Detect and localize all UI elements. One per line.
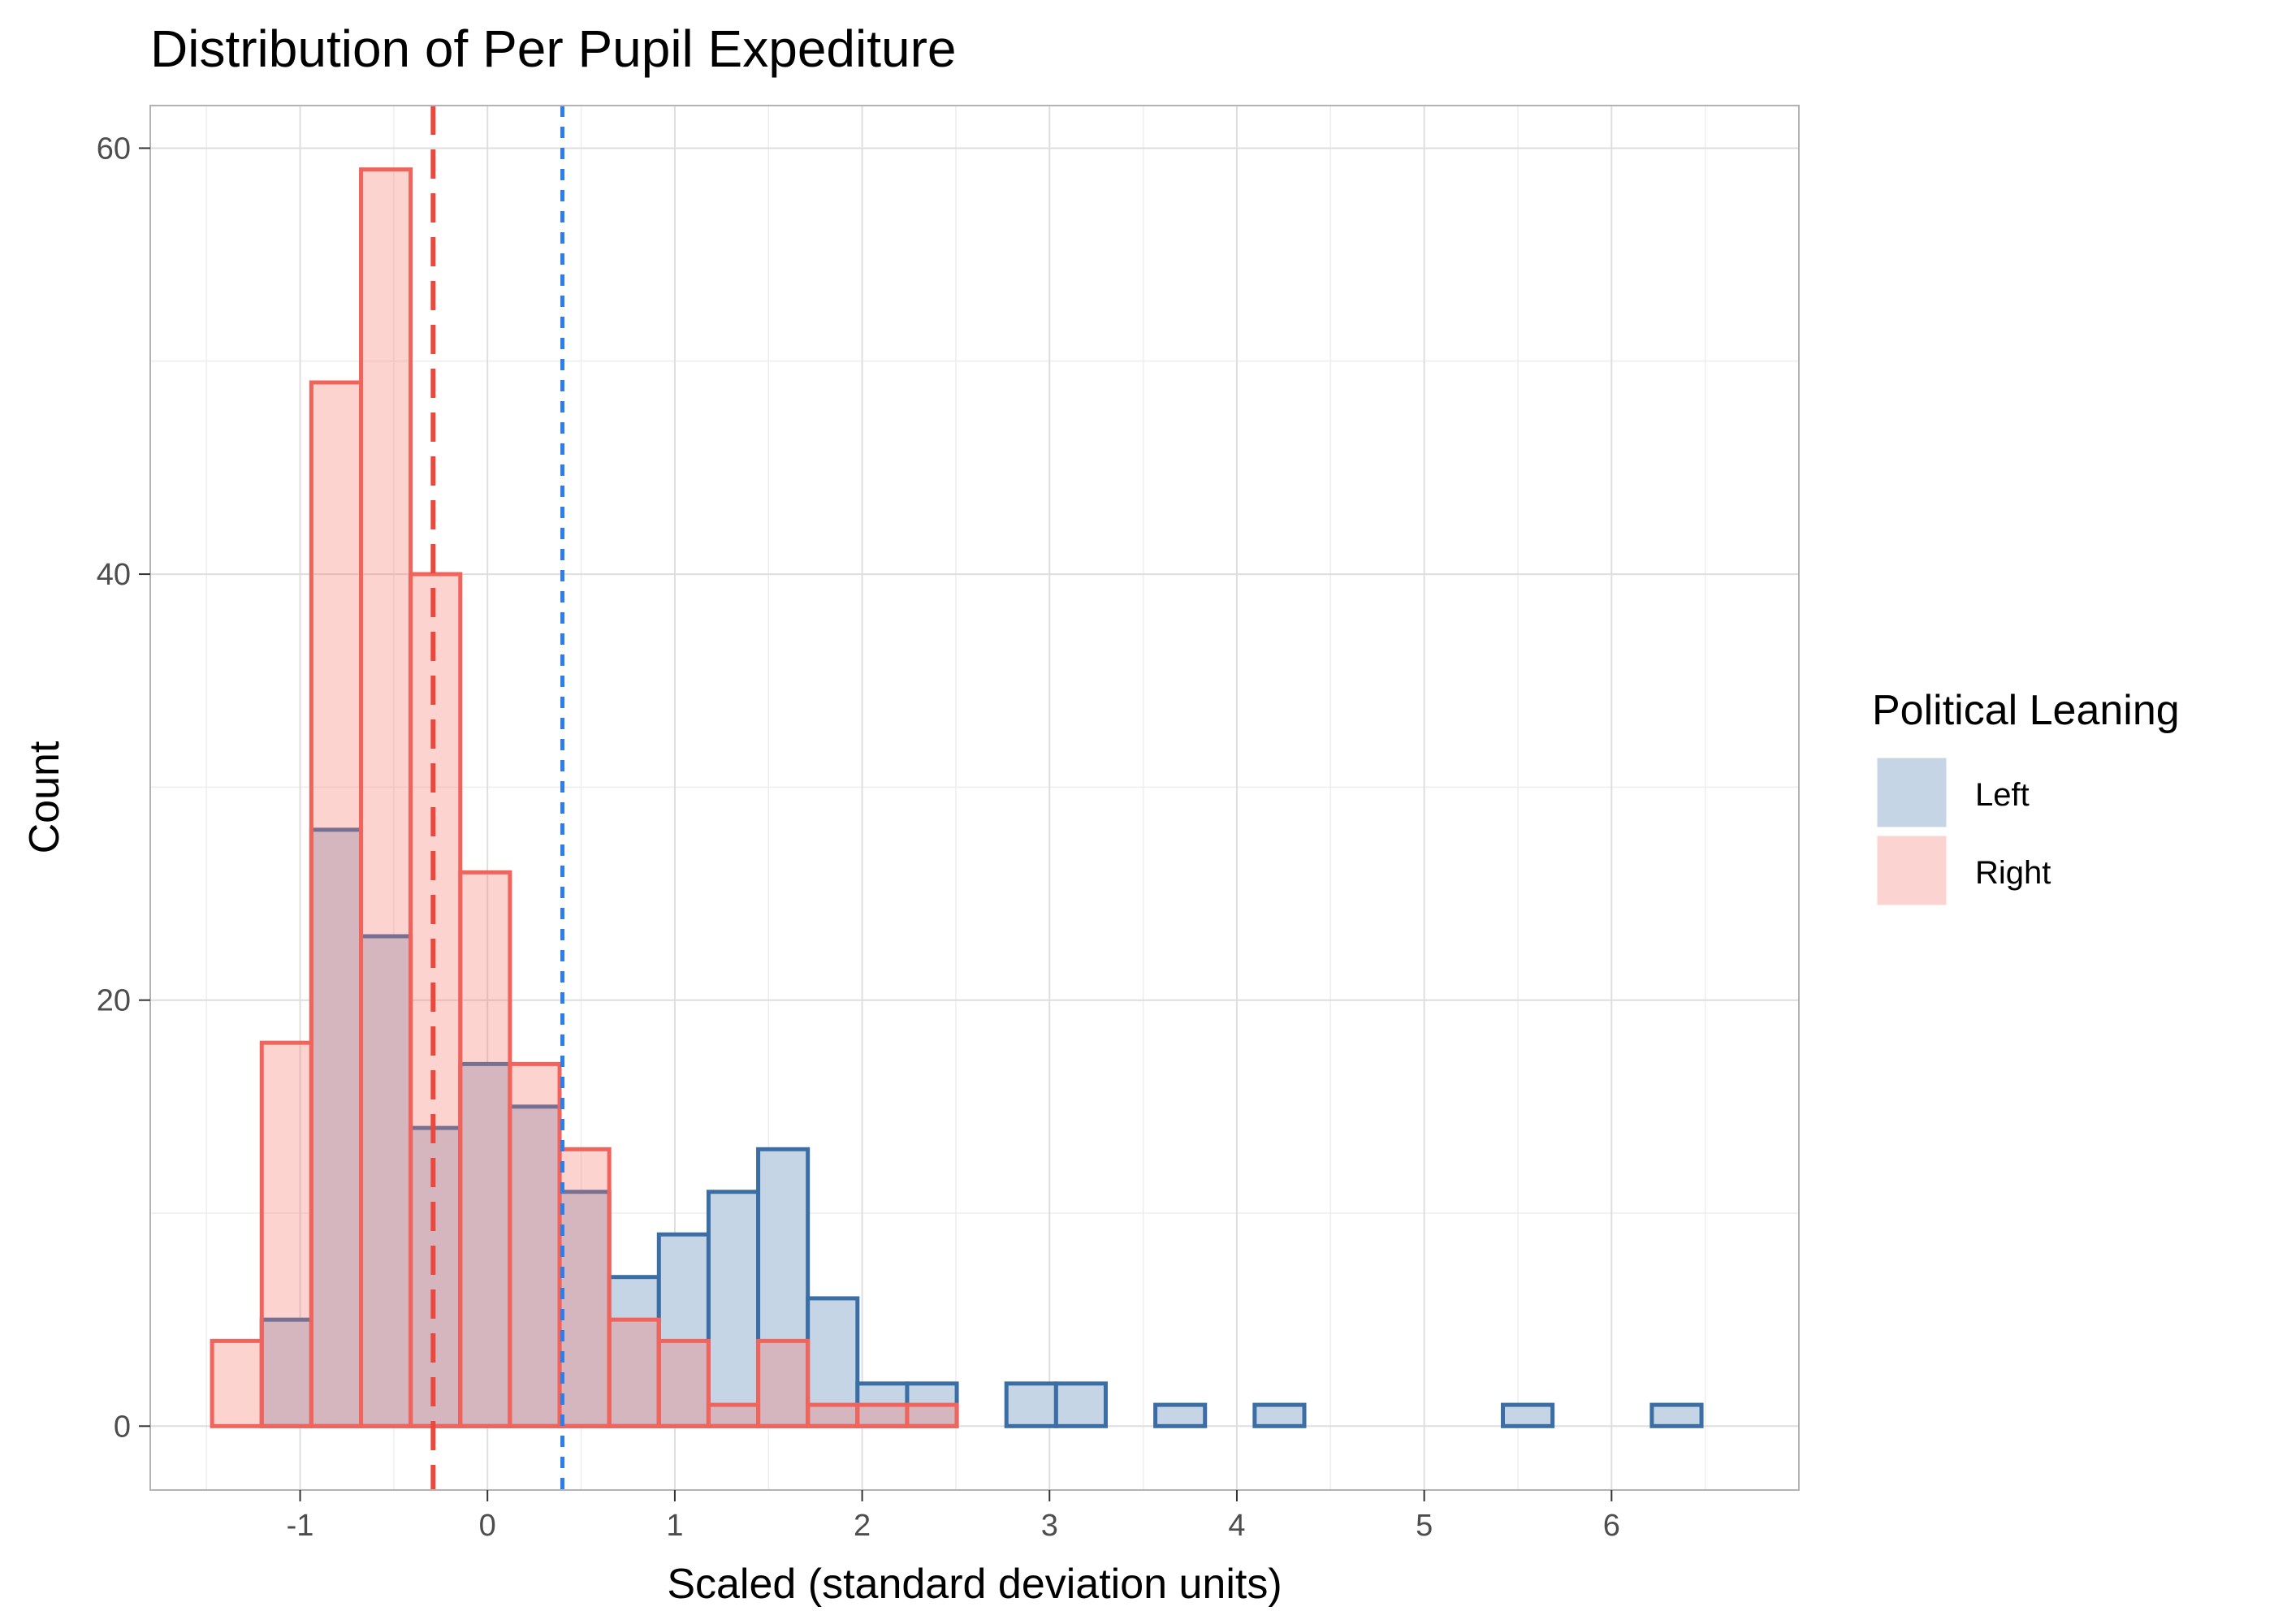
bar-left xyxy=(1153,1402,1208,1428)
grid-minor xyxy=(150,106,1799,1490)
bar-right xyxy=(806,1402,860,1428)
bar-left xyxy=(1649,1402,1704,1428)
bar-left xyxy=(706,1190,761,1428)
legend: Political Leaning Left Right xyxy=(1872,687,2180,908)
y-tick-label: 20 xyxy=(97,984,131,1018)
y-axis-ticks: 0 20 40 60 xyxy=(97,132,150,1444)
bar-right xyxy=(210,1338,264,1428)
bar-left xyxy=(1053,1381,1108,1428)
y-axis-title: Count xyxy=(21,741,68,853)
y-tick-label: 60 xyxy=(97,132,131,166)
legend-title: Political Leaning xyxy=(1872,687,2180,734)
x-tick-label: 2 xyxy=(854,1509,871,1543)
bar-right xyxy=(359,167,413,1428)
bar-right xyxy=(656,1338,711,1428)
mean-lines xyxy=(430,106,564,1490)
x-tick-label: 3 xyxy=(1041,1509,1058,1543)
legend-swatch-right xyxy=(1874,833,1949,908)
x-tick-label: 1 xyxy=(666,1509,683,1543)
x-axis-title: Scaled (standard deviation units) xyxy=(667,1561,1282,1608)
bar-right xyxy=(458,870,512,1428)
bar-right xyxy=(905,1402,959,1428)
bar-right xyxy=(756,1338,811,1428)
bar-right xyxy=(855,1402,910,1428)
bar-right xyxy=(508,1061,562,1428)
x-tick-label: 4 xyxy=(1228,1509,1245,1543)
x-tick-label: -1 xyxy=(287,1509,314,1543)
y-tick-label: 40 xyxy=(97,558,131,592)
bar-right xyxy=(259,1040,313,1428)
x-tick-label: 0 xyxy=(479,1509,496,1543)
x-tick-label: 6 xyxy=(1603,1509,1620,1543)
chart-title: Distribution of Per Pupil Expediture xyxy=(150,19,957,78)
bar-left xyxy=(1004,1381,1058,1428)
legend-swatch-left xyxy=(1874,755,1949,830)
y-tick-label: 0 xyxy=(114,1410,131,1444)
bar-left xyxy=(1252,1402,1307,1428)
bar-left xyxy=(1501,1402,1555,1428)
legend-label-right: Right xyxy=(1975,855,2051,891)
bar-right xyxy=(706,1402,761,1428)
bar-right xyxy=(309,380,364,1428)
x-tick-label: 5 xyxy=(1416,1509,1433,1543)
x-axis-ticks: -1 0 1 2 3 4 5 6 xyxy=(287,1490,1620,1543)
bar-right xyxy=(557,1147,612,1428)
bar-right xyxy=(607,1317,661,1428)
plot-border xyxy=(149,105,1800,1491)
legend-label-left: Left xyxy=(1975,777,2030,813)
